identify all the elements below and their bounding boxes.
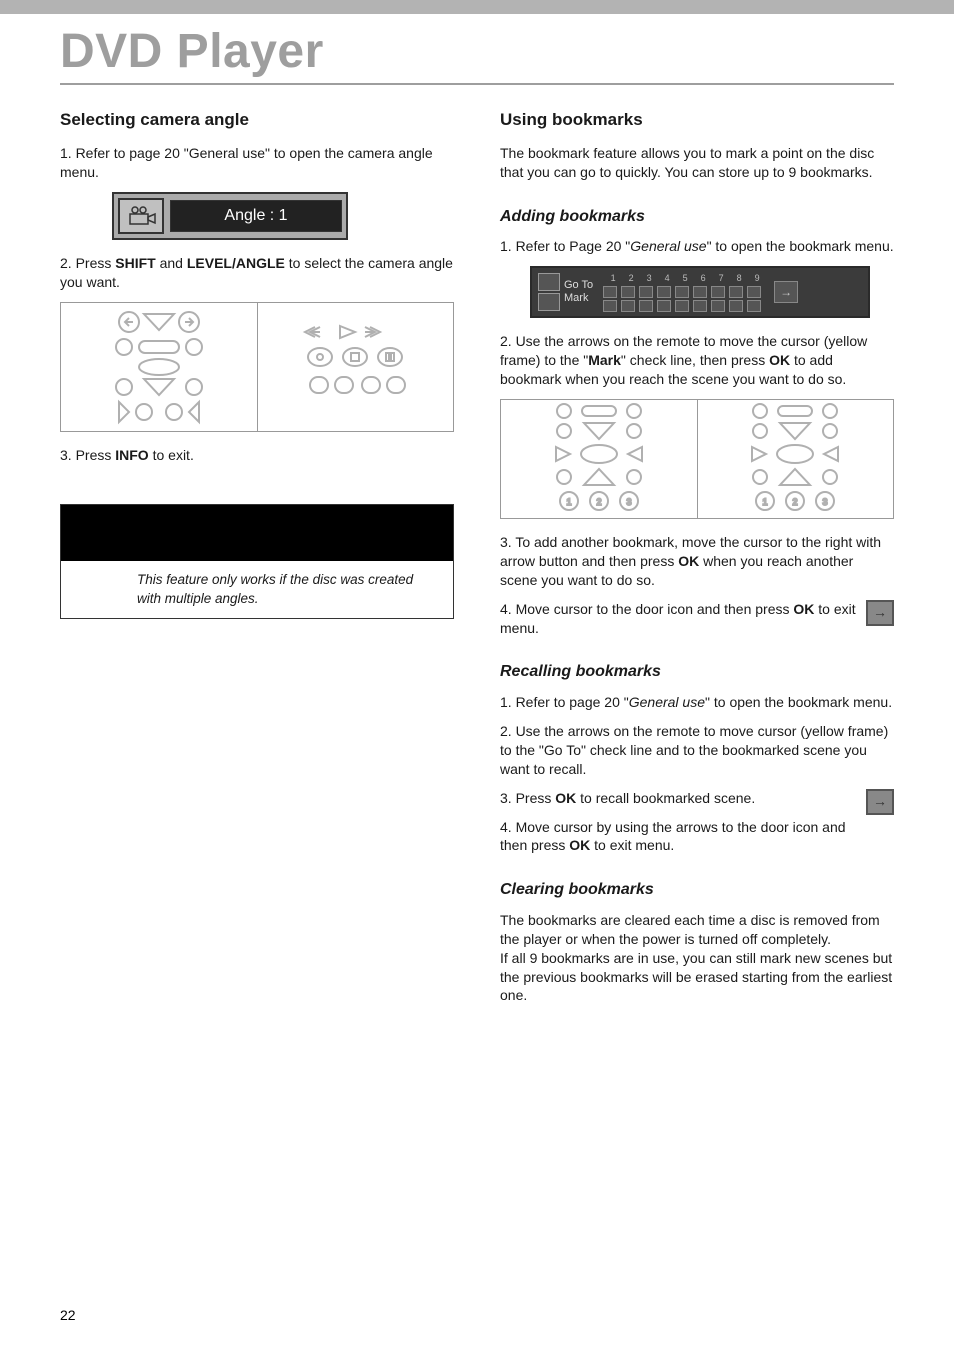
add-step-4: 4. Move cursor to the door icon and then… xyxy=(500,600,894,638)
subheading-clearing: Clearing bookmarks xyxy=(500,879,894,901)
svg-text:1: 1 xyxy=(763,497,768,507)
subheading-adding: Adding bookmarks xyxy=(500,206,894,228)
recall-step-2: 2. Use the arrows on the remote to move … xyxy=(500,722,894,779)
header-strip xyxy=(0,0,954,14)
svg-text:3: 3 xyxy=(823,497,828,507)
remote-diagram-right: 1 2 3 1 2 xyxy=(500,399,894,519)
remote-buttons-icon xyxy=(84,303,234,431)
clearing-p1: The bookmarks are cleared each time a di… xyxy=(500,911,894,949)
bookmark-numbers: 123456789 xyxy=(603,272,764,284)
add-step-3: 3. To add another bookmark, move the cur… xyxy=(500,533,894,590)
section-heading-bookmarks: Using bookmarks xyxy=(500,109,894,132)
remote-buttons-icon-2 xyxy=(280,303,430,431)
recall-step-3: 3. Press OK to recall bookmarked scene. xyxy=(500,789,894,808)
subheading-recalling: Recalling bookmarks xyxy=(500,661,894,683)
clearing-p2: If all 9 bookmarks are in use, you can s… xyxy=(500,949,894,1006)
bookmark-row-goto xyxy=(603,286,764,298)
bookmark-icon xyxy=(538,273,560,291)
svg-text:1: 1 xyxy=(566,497,571,507)
note-text: This feature only works if the disc was … xyxy=(61,561,453,617)
recall-step-1: 1. Refer to page 20 "General use" to ope… xyxy=(500,693,894,712)
remote-diagram-left xyxy=(60,302,454,432)
recall-step-4: 4. Move cursor by using the arrows to th… xyxy=(500,818,894,856)
remote-panel-1 xyxy=(61,303,258,431)
add-step-1: 1. Refer to Page 20 "General use" to ope… xyxy=(500,237,894,256)
bookmark-osd-left: Go To Mark xyxy=(538,273,593,311)
remote-nav-icon-2: 1 2 3 xyxy=(710,400,880,518)
bookmark-mark-label: Mark xyxy=(564,292,593,305)
bookmark-osd: Go To Mark 123456789 → xyxy=(530,266,870,318)
bookmark-icon-2 xyxy=(538,293,560,311)
right-column: Using bookmarks The bookmark feature all… xyxy=(500,109,894,1015)
door-exit-icon-inline: → xyxy=(866,600,894,626)
step-3-camera: 3. Press INFO to exit. xyxy=(60,446,454,465)
note-header-bar xyxy=(61,505,453,561)
recall-step-3-wrap: → 3. Press OK to recall bookmarked scene… xyxy=(500,789,894,856)
bookmark-row-mark xyxy=(603,300,764,312)
left-column: Selecting camera angle 1. Refer to page … xyxy=(60,109,454,1015)
add-step-4-wrap: → 4. Move cursor to the door icon and th… xyxy=(500,600,894,638)
svg-text:2: 2 xyxy=(793,497,798,507)
remote-nav-icon: 1 2 3 xyxy=(514,400,684,518)
bookmark-goto-label: Go To xyxy=(564,279,593,292)
camera-icon xyxy=(125,203,157,229)
section-heading-camera-angle: Selecting camera angle xyxy=(60,109,454,132)
note-box: This feature only works if the disc was … xyxy=(60,504,454,618)
svg-text:3: 3 xyxy=(626,497,631,507)
bookmark-grid: 123456789 xyxy=(603,272,764,312)
add-step-2: 2. Use the arrows on the remote to move … xyxy=(500,332,894,389)
angle-osd-text: Angle : 1 xyxy=(170,200,342,232)
page-number: 22 xyxy=(60,1307,76,1323)
door-exit-icon: → xyxy=(774,281,798,303)
remote-panel-3: 1 2 3 xyxy=(501,400,698,518)
angle-osd-box: Angle : 1 xyxy=(112,192,348,240)
camera-angle-icon xyxy=(118,198,164,234)
door-exit-icon-inline-2: → xyxy=(866,789,894,815)
step-2-camera: 2. Press SHIFT and LEVEL/ANGLE to select… xyxy=(60,254,454,292)
page-title: DVD Player xyxy=(60,24,894,85)
step-1-camera: 1. Refer to page 20 "General use" to ope… xyxy=(60,144,454,182)
two-column-layout: Selecting camera angle 1. Refer to page … xyxy=(60,109,894,1015)
svg-text:2: 2 xyxy=(596,497,601,507)
remote-panel-4: 1 2 3 xyxy=(698,400,894,518)
bookmarks-intro: The bookmark feature allows you to mark … xyxy=(500,144,894,182)
remote-panel-2 xyxy=(258,303,454,431)
manual-page: DVD Player Selecting camera angle 1. Ref… xyxy=(0,0,954,1351)
